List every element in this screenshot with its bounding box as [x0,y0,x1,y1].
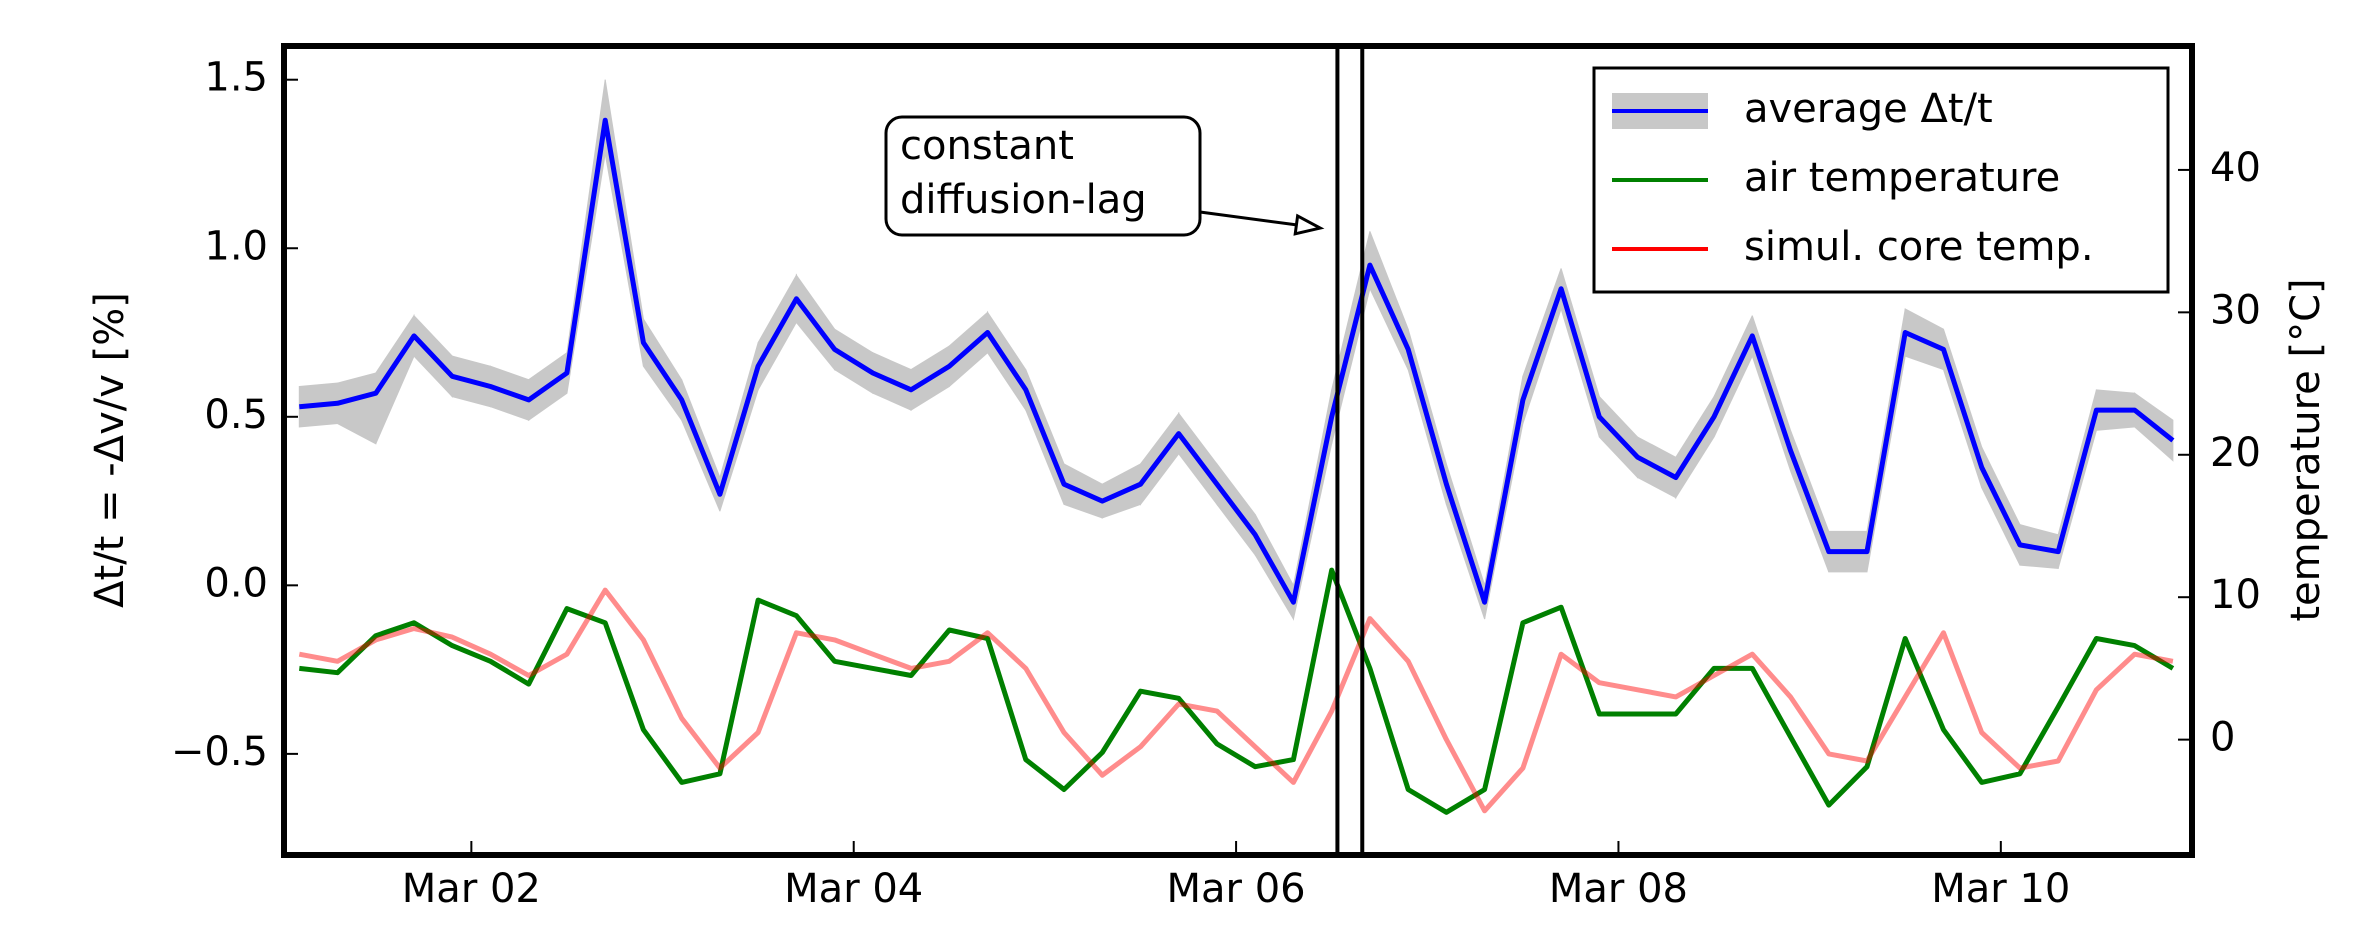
y2-tick-label: 20 [2210,430,2261,476]
series-line [298,587,2174,814]
x-tick-label: Mar 06 [1167,866,1306,912]
y-tick-label: 0.5 [204,392,268,438]
plot-area [298,79,2175,815]
legend-label: average Δt/t [1744,86,1993,132]
y2-tick-label: 0 [2210,715,2235,761]
annotation-text: constant [900,123,1074,169]
annotation-arrowhead [1293,213,1325,236]
legend-label: simul. core temp. [1744,224,2094,270]
x-tick-label: Mar 04 [784,866,923,912]
x-tick-label: Mar 08 [1549,866,1688,912]
y2-tick-label: 10 [2210,572,2261,618]
y2-axis-label: temperature [°C] [2283,278,2329,621]
uncertainty-band [337,372,377,445]
annotation-box [884,115,1202,237]
y-axis-label: Δt/t = -Δv/v [%] [87,292,133,608]
y-tick-label: 1.5 [204,55,268,101]
y-tick-label: 1.0 [204,223,268,269]
y2-tick-label: 40 [2210,145,2261,191]
legend-label: air temperature [1744,155,2060,201]
y2-tick-label: 30 [2210,287,2261,333]
series-line [299,117,2175,605]
plot-frame [281,43,2195,858]
x-tick-label: Mar 10 [1931,866,2070,912]
y-tick-label: 0.0 [204,560,268,606]
uncertainty-band [1369,231,1409,370]
uncertainty-band [375,314,415,444]
series-line [299,567,2175,815]
y-tick-label: −0.5 [171,729,268,775]
annotation-text: diffusion-lag [900,177,1147,223]
x-tick-label: Mar 02 [402,866,541,912]
